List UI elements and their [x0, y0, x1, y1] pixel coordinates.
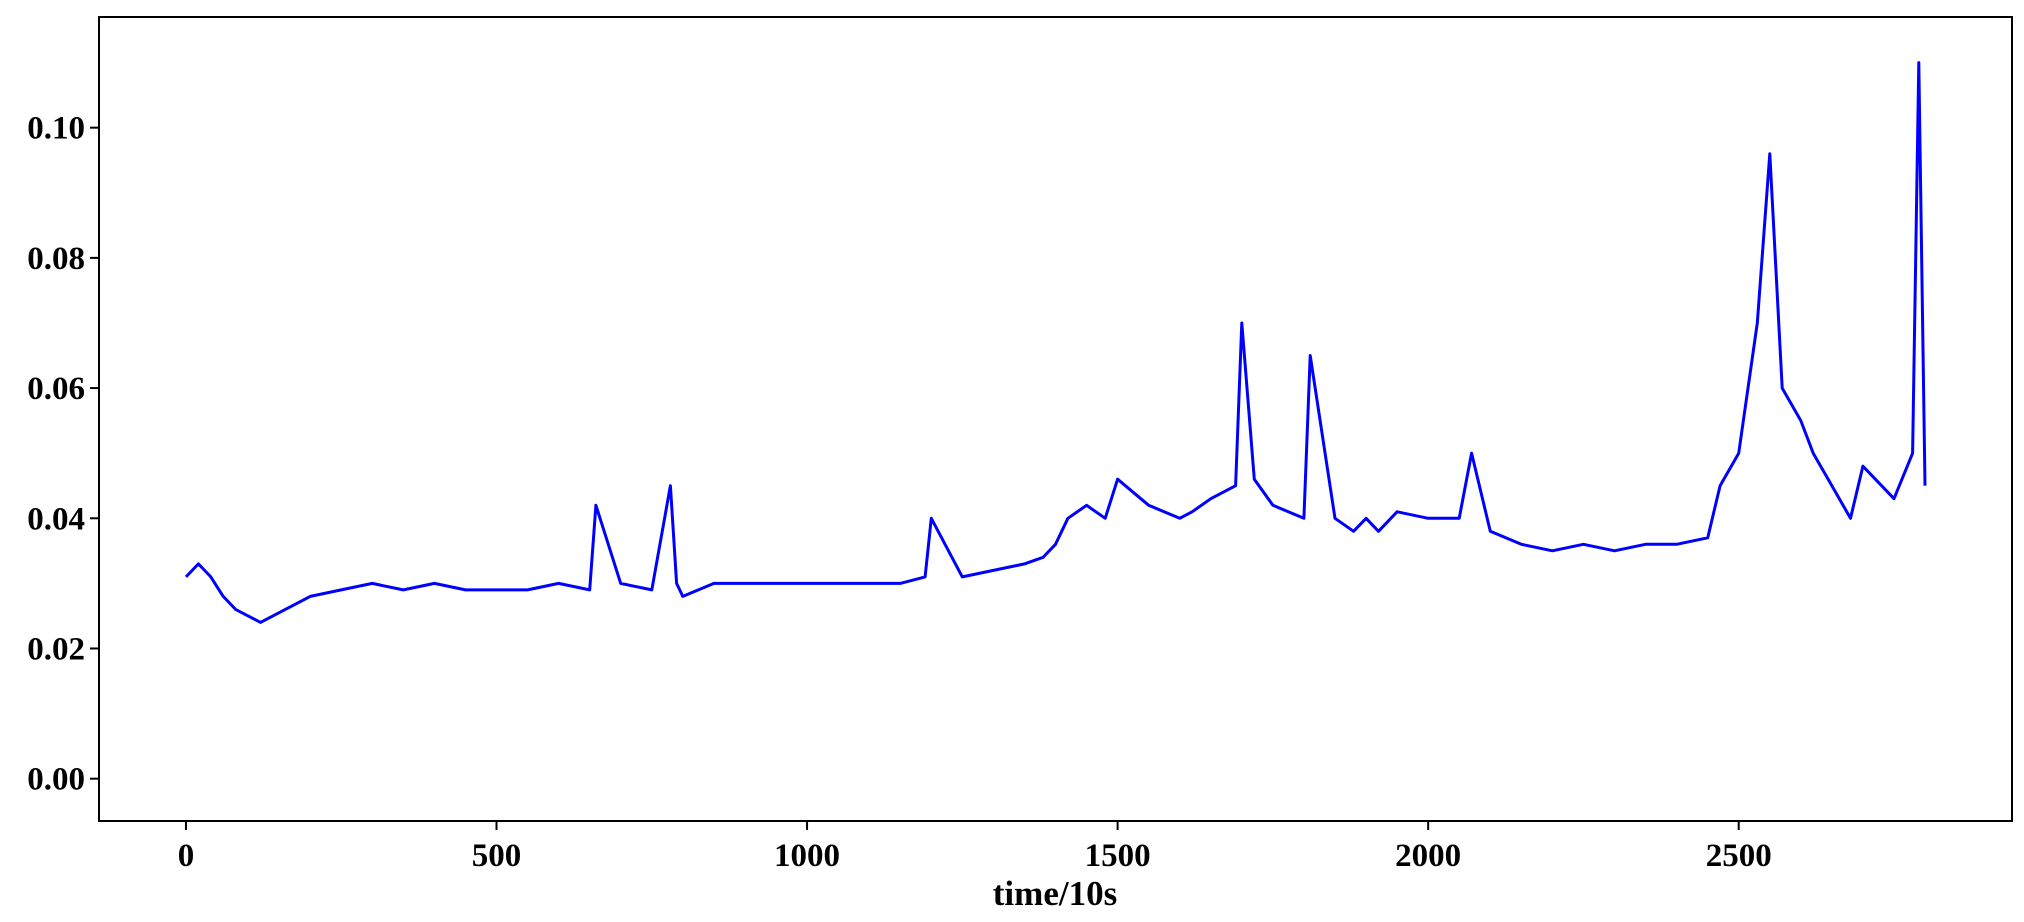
- series-layer: [184, 61, 1927, 624]
- y-tick-label: 0.10: [27, 111, 85, 147]
- x-axis: 0 500 1000 1500 2000 2500: [178, 821, 1772, 874]
- x-axis-title: time/10s: [993, 874, 1117, 913]
- y-tick-label: 0.08: [27, 241, 85, 277]
- y-tick-label: 0.04: [27, 501, 85, 537]
- x-tick-label: 0: [178, 838, 195, 874]
- plot-area: [98, 16, 2013, 822]
- y-tick-label: 0.00: [27, 762, 85, 798]
- series-line: [184, 61, 1927, 624]
- x-tick-label: 1500: [1085, 838, 1151, 874]
- y-axis: 0.00 0.02 0.04 0.06 0.08 0.10: [27, 111, 99, 798]
- x-tick-label: 2000: [1395, 838, 1461, 874]
- x-tick-label: 500: [472, 838, 522, 874]
- y-tick-label: 0.06: [27, 371, 85, 407]
- y-tick-label: 0.02: [27, 631, 85, 667]
- x-tick-label: 2500: [1706, 838, 1772, 874]
- x-tick-label: 1000: [774, 838, 840, 874]
